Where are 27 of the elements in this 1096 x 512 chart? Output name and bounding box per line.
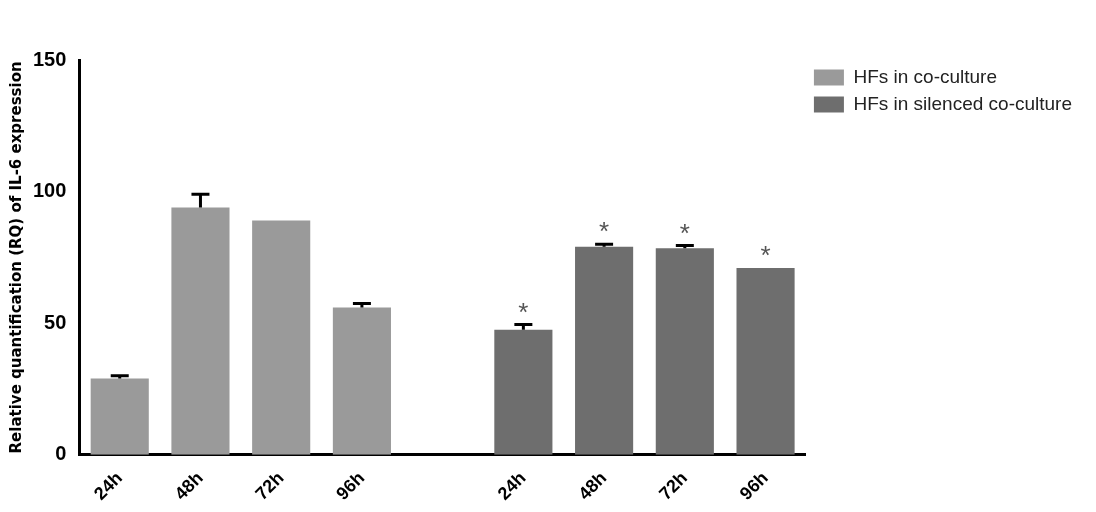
x-tick-label: 24h [89, 467, 127, 504]
x-tick-label: 48h [574, 467, 611, 504]
x-tick-label: 72h [251, 467, 288, 504]
bar [736, 267, 795, 455]
bar [655, 248, 714, 455]
x-tick-label: 72h [655, 467, 692, 504]
y-tick-label: 150 [32, 47, 67, 70]
x-tick-label: 96h [332, 467, 369, 504]
legend-label: HFs in co-culture [853, 65, 998, 87]
bar [332, 307, 391, 455]
data-label: * [518, 296, 529, 327]
bar [252, 220, 311, 455]
data-label: * [679, 217, 690, 248]
y-tick-label: 0 [55, 442, 67, 465]
data-label: * [599, 216, 610, 247]
legend-label: HFs in silenced co-culture [853, 92, 1073, 114]
x-tick-label: 48h [170, 467, 207, 504]
y-tick-label: 50 [44, 310, 67, 333]
bar [575, 246, 634, 455]
bar [90, 378, 149, 455]
bar [494, 329, 553, 455]
x-tick-label: 24h [493, 467, 530, 504]
bar [171, 207, 230, 455]
data-label: * [760, 239, 771, 270]
y-axis-title: Relative quantification (RQ) of IL-6 expression [6, 61, 25, 454]
x-tick-label: 96h [735, 467, 772, 504]
y-tick-label: 100 [32, 179, 67, 202]
